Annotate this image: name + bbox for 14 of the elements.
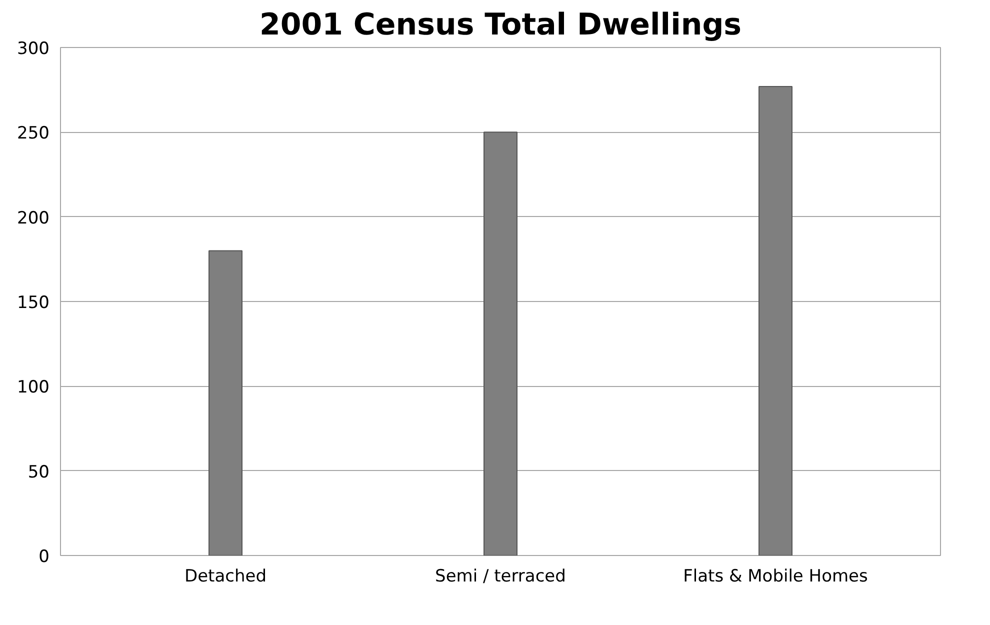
x-tick-label: Flats & Mobile Homes [683, 566, 868, 586]
x-tick-label: Detached [184, 566, 267, 586]
y-tick-label: 150 [17, 293, 50, 313]
bar [208, 250, 242, 556]
y-tick-label: 50 [28, 462, 50, 482]
y-tick-label: 300 [17, 39, 50, 59]
x-tick-label: Semi / terraced [435, 566, 566, 586]
chart-title: 2001 Census Total Dwellings [259, 8, 742, 42]
y-tick-label: 200 [17, 208, 50, 228]
bar [758, 86, 792, 556]
y-tick-label: 250 [17, 124, 50, 144]
y-tick-label: 0 [38, 547, 50, 567]
bar [484, 132, 518, 556]
y-tick-label: 100 [17, 378, 50, 398]
